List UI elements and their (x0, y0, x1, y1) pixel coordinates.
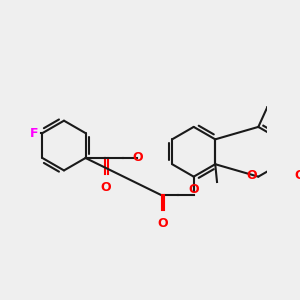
Text: O: O (246, 169, 256, 182)
Text: O: O (133, 151, 143, 164)
Text: O: O (157, 217, 168, 230)
Text: O: O (188, 184, 199, 196)
Text: O: O (295, 169, 300, 182)
Text: F: F (29, 127, 38, 140)
Text: O: O (100, 181, 111, 194)
